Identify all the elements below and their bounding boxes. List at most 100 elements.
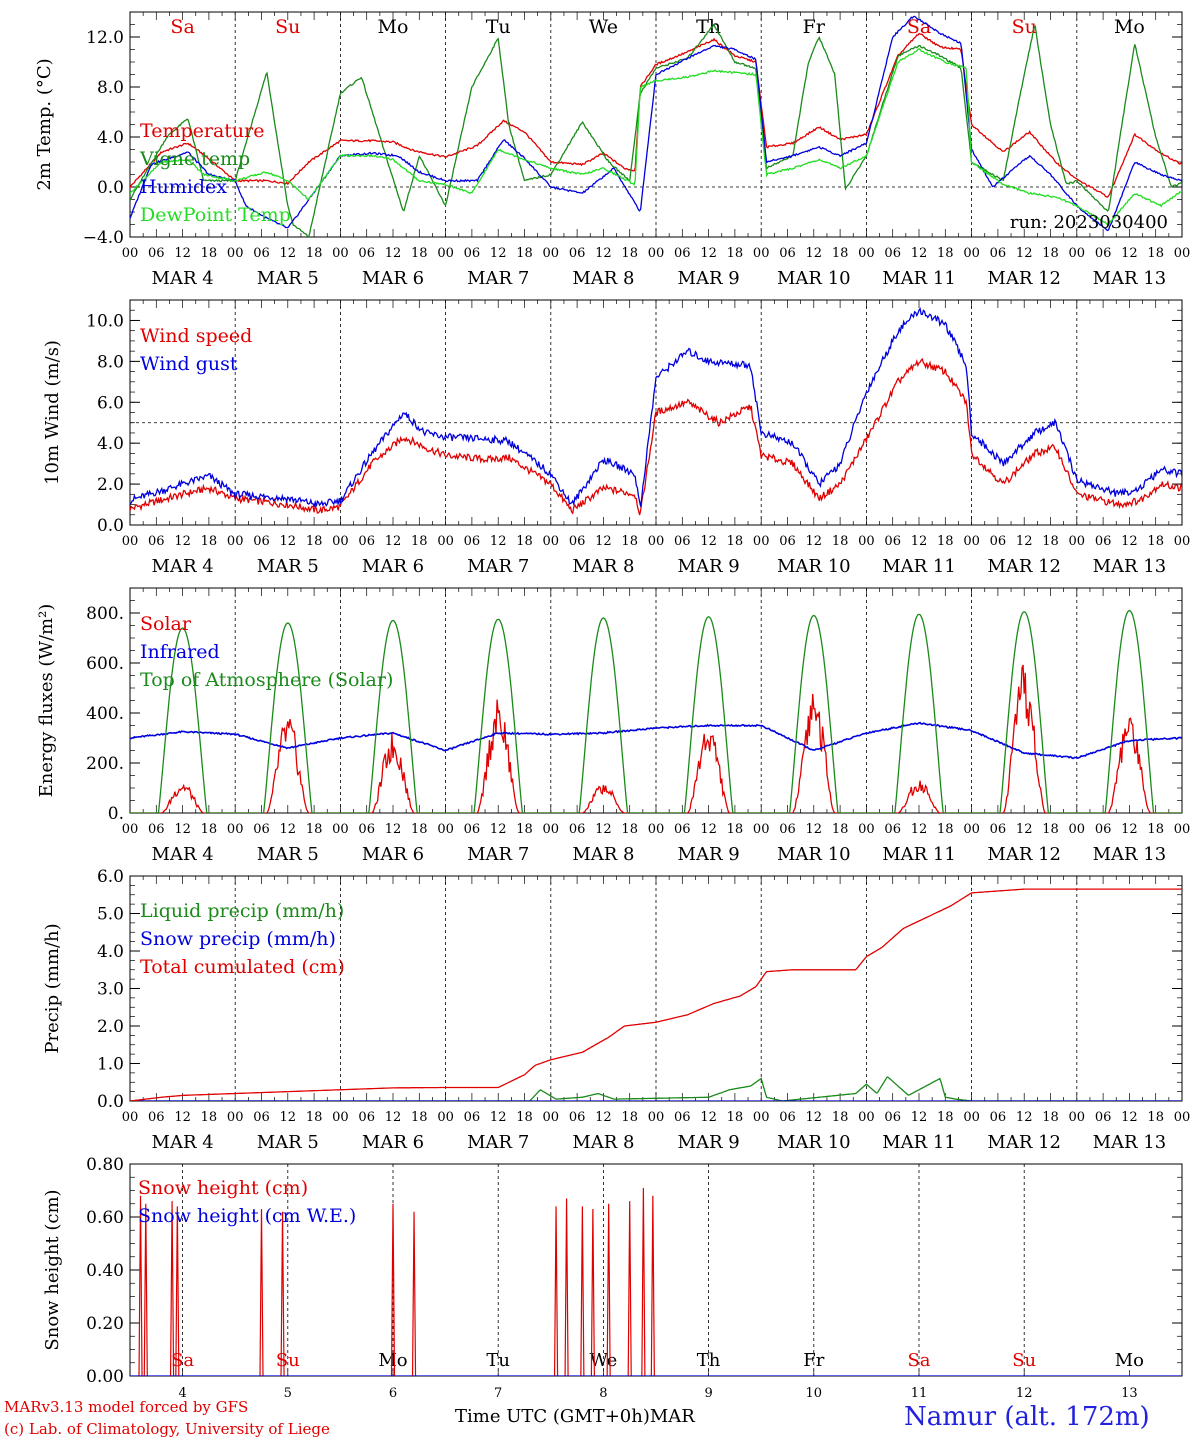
hour-tick-label: 06 [1095,246,1112,261]
y-tick-label: 200. [86,754,124,774]
hour-tick-label: 18 [621,246,638,261]
hour-tick-label: 18 [727,246,744,261]
y-tick-label: 0. [108,804,124,824]
hour-tick-label: 12 [595,246,612,261]
hour-tick-label: 06 [990,1110,1007,1125]
date-label: MAR 7 [467,844,529,865]
hour-tick-label: 12 [174,1110,191,1125]
hour-tick-label: 12 [806,246,823,261]
y-axis-label: Snow height (cm) [42,1189,63,1350]
y-tick-label: 0.0 [97,178,124,198]
date-number-label: 9 [704,1386,712,1401]
hour-tick-label: 12 [911,1110,928,1125]
y-tick-label: 8.0 [97,78,124,98]
hour-tick-label: 00 [227,822,244,837]
hour-tick-label: 06 [569,534,586,549]
legend-entry: Humidex [140,176,227,198]
hour-tick-label: 00 [122,822,139,837]
hour-tick-label: 06 [569,822,586,837]
hour-tick-label: 06 [464,822,481,837]
date-label: MAR 6 [362,268,424,289]
hour-tick-label: 12 [806,534,823,549]
date-label: MAR 10 [777,268,851,289]
legend-entry: Wind speed [140,325,252,347]
y-tick-label: 800. [86,604,124,624]
meteogram-chart: −4.00.04.08.012.02m Temp. (°C)00 06 12 18MA… [0,0,1194,1440]
y-tick-label: 1.0 [97,1055,124,1075]
day-name-label: Mo [378,16,409,38]
day-name-label: Mo [1115,1350,1144,1371]
hour-tick-label: 18 [411,246,428,261]
date-number-label: 8 [599,1386,607,1401]
hour-tick-label: 18 [832,534,849,549]
hour-tick-label: 00 [858,822,875,837]
legend-entry: Infrared [140,641,220,663]
hour-tick-label: 18 [1042,534,1059,549]
hour-tick-label: 06 [253,534,270,549]
date-label: MAR 10 [777,844,851,865]
day-name-label: Su [276,1350,300,1371]
hour-tick-label: 00 [332,534,349,549]
y-tick-label: 0.0 [97,1092,124,1112]
date-label: MAR 13 [1093,556,1167,577]
hour-tick-label: 06 [674,246,691,261]
hour-tick-label: 12 [700,246,717,261]
hour-tick-label: 18 [201,1110,218,1125]
hour-tick-label: 18 [306,1110,323,1125]
hour-tick-label: 18 [1147,246,1164,261]
legend-entry: Liquid precip (mm/h) [140,900,344,922]
model-credit: MARv3.13 model forced by GFS [4,1398,248,1416]
date-label: MAR 5 [257,556,319,577]
hour-tick-label: 00 [963,246,980,261]
hour-tick-label: 18 [516,246,533,261]
hour-tick-label: 18 [937,534,954,549]
hour-tick-label: 00 [543,1110,560,1125]
date-label: MAR 4 [152,844,214,865]
date-number-label: 11 [911,1386,928,1401]
series-group [130,309,1182,515]
hour-tick-label: 12 [385,1110,402,1125]
date-label: MAR 5 [257,844,319,865]
hour-tick-label: 12 [174,822,191,837]
y-tick-label: 4.0 [97,434,124,454]
hour-tick-label: 00 [227,246,244,261]
hour-tick-label: 06 [358,822,375,837]
date-label: MAR 13 [1093,1132,1167,1153]
hour-tick-label: 12 [700,1110,717,1125]
hour-tick-label: 06 [358,534,375,549]
hour-tick-label: 00 [648,534,665,549]
hour-tick-label: 12 [1016,822,1033,837]
hour-tick-label: 12 [1016,246,1033,261]
hour-tick-label: 18 [1147,1110,1164,1125]
day-name-label: Sa [170,16,194,38]
hour-tick-label: 12 [490,822,507,837]
y-tick-label: 8.0 [97,352,124,372]
hour-tick-label: 00 [858,1110,875,1125]
plot-frame [130,588,1182,813]
hour-tick-label: 06 [148,534,165,549]
hour-tick-label: 00 [753,246,770,261]
hour-tick-label: 12 [1016,534,1033,549]
date-number-label: 5 [284,1386,292,1401]
date-label: MAR 12 [987,268,1061,289]
date-label: MAR 12 [987,556,1061,577]
date-label: MAR 13 [1093,268,1167,289]
hour-tick-label: 00 [332,822,349,837]
hour-tick-label: 18 [937,246,954,261]
y-axis-label: Energy fluxes (W/m²) [36,604,57,798]
day-name-label: Mo [1114,16,1145,38]
hour-tick-label: 18 [832,1110,849,1125]
date-label: MAR 7 [467,556,529,577]
hour-tick-label: 18 [1147,534,1164,549]
date-number-label: 13 [1121,1386,1138,1401]
hour-tick-label: 18 [727,534,744,549]
y-tick-label: 3.0 [97,980,124,1000]
hour-tick-label: 12 [280,1110,297,1125]
hour-tick-label: 18 [1042,822,1059,837]
panel-1: −4.0 0.0 4.0 8.0 12.0 2m Temp. (°C) 00 06 12 18 MA… [34,12,1190,289]
date-label: MAR 8 [572,268,634,289]
hour-tick-label: 18 [937,822,954,837]
date-label: MAR 4 [152,268,214,289]
date-label: MAR 5 [257,268,319,289]
date-label: MAR 5 [257,1132,319,1153]
